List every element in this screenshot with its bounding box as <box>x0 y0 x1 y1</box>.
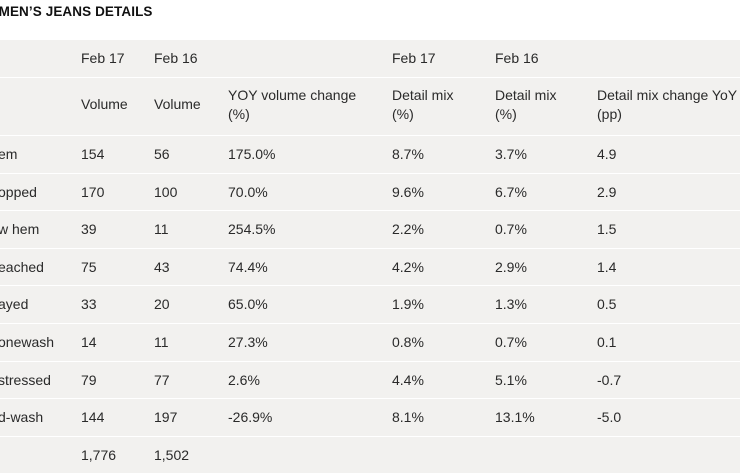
table-row: d-wash 144 197 -26.9% 8.1% 13.1% -5.0 <box>0 399 740 437</box>
table-cell: 20 <box>154 296 170 313</box>
table-cell: 11 <box>154 334 169 350</box>
table-row: ayed 33 20 65.0% 1.9% 1.3% 0.5 <box>0 286 740 324</box>
table-cell: 154 <box>81 146 105 162</box>
table-cell: 1.3% <box>495 296 527 313</box>
table-cell: 1.5 <box>597 221 617 238</box>
table-cell: 0.1 <box>597 334 617 350</box>
table-cell: 2.9% <box>495 258 527 275</box>
header-period-cell: Feb 16 <box>495 50 539 66</box>
column-header: Volume <box>81 96 128 112</box>
table-cell: 5.1% <box>495 371 527 388</box>
table-cell: 1.9% <box>392 296 424 313</box>
row-label: onewash <box>0 334 55 350</box>
table-cell: 14 <box>81 334 97 350</box>
table-cell: 39 <box>81 221 97 238</box>
table-title: OMEN’S JEANS DETAILS <box>0 4 153 19</box>
table-cell: 75 <box>81 258 97 275</box>
table-cell: 9.6% <box>392 183 424 200</box>
table-cell: 4.2% <box>392 258 424 275</box>
table-cell: 1,502 <box>154 446 190 463</box>
table-cell: 1.4 <box>597 258 617 275</box>
header-period-cell: Feb 16 <box>154 50 198 66</box>
row-label: eached <box>0 258 44 275</box>
table-cell: 4.4% <box>392 371 424 388</box>
column-header: Volume <box>154 96 201 112</box>
jeans-details-table: Feb 17 Feb 16 Feb 17 Feb 16 Volume Volume YOY … <box>0 40 740 473</box>
table-cell: 0.7% <box>495 221 527 238</box>
table-cell: 1,776 <box>81 446 117 463</box>
table-cell: 43 <box>154 258 170 275</box>
table-cell: 2.2% <box>392 221 424 238</box>
table-cell: 3.7% <box>495 146 527 162</box>
table-cell: 2.6% <box>228 371 260 388</box>
table-cell: 77 <box>154 371 170 388</box>
table-cell: 170 <box>81 183 105 200</box>
table-cell: 8.7% <box>392 146 424 162</box>
row-label: d-wash <box>0 409 44 426</box>
table-cell: 0.5 <box>597 296 617 313</box>
table-cell: 6.7% <box>495 183 527 200</box>
table-cell: -26.9% <box>228 409 273 426</box>
table-cell: 254.5% <box>228 221 276 238</box>
table-cell: 144 <box>81 409 105 426</box>
table-cell: 65.0% <box>228 296 268 313</box>
table-cell: 8.1% <box>392 409 424 426</box>
table-cell: 0.7% <box>495 334 527 350</box>
table-row: opped 170 100 70.0% 9.6% 6.7% 2.9 <box>0 174 740 212</box>
header-period-cell: Feb 17 <box>392 50 436 66</box>
table-row: stressed 79 77 2.6% 4.4% 5.1% -0.7 <box>0 362 740 400</box>
table-row: onewash 14 11 27.3% 0.8% 0.7% 0.1 <box>0 324 740 362</box>
table-cell: 70.0% <box>228 183 268 200</box>
table-cell: 2.9 <box>597 183 617 200</box>
table-row: eached 75 43 74.4% 4.2% 2.9% 1.4 <box>0 249 740 287</box>
table-cell: 100 <box>154 183 178 200</box>
table-cell: 0.8% <box>392 334 424 350</box>
table-cell: 27.3% <box>228 334 268 350</box>
header-row-columns: Volume Volume YOY volume change (%) Detail … <box>0 78 740 136</box>
row-label: opped <box>0 183 37 200</box>
table-row: w hem 39 11 254.5% 2.2% 0.7% 1.5 <box>0 211 740 249</box>
total-row: 1,776 1,502 <box>0 437 740 473</box>
table-cell: 74.4% <box>228 258 268 275</box>
table-cell: -5.0 <box>597 409 622 426</box>
table-row: em 154 56 175.0% 8.7% 3.7% 4.9 <box>0 136 740 174</box>
row-label: ayed <box>0 296 29 313</box>
row-label: w hem <box>0 221 40 238</box>
header-period-cell: Feb 17 <box>81 50 125 66</box>
table-cell: 56 <box>154 146 170 162</box>
table-cell: -0.7 <box>597 371 622 388</box>
table-cell: 79 <box>81 371 97 388</box>
table-cell: 175.0% <box>228 146 276 162</box>
table-cell: 4.9 <box>597 146 617 162</box>
row-label: em <box>0 146 18 162</box>
column-header: YOY volume change (%) <box>228 87 357 122</box>
table-cell: 13.1% <box>495 409 535 426</box>
table-cell: 197 <box>154 409 178 426</box>
column-header: Detail mix (%) <box>392 87 454 122</box>
table-cell: 11 <box>154 221 169 238</box>
column-header: Detail mix (%) <box>495 87 557 122</box>
table-cell: 33 <box>81 296 97 313</box>
column-header: Detail mix change YoY (pp) <box>597 87 738 122</box>
header-row-period: Feb 17 Feb 16 Feb 17 Feb 16 <box>0 40 740 78</box>
row-label: stressed <box>0 371 51 388</box>
